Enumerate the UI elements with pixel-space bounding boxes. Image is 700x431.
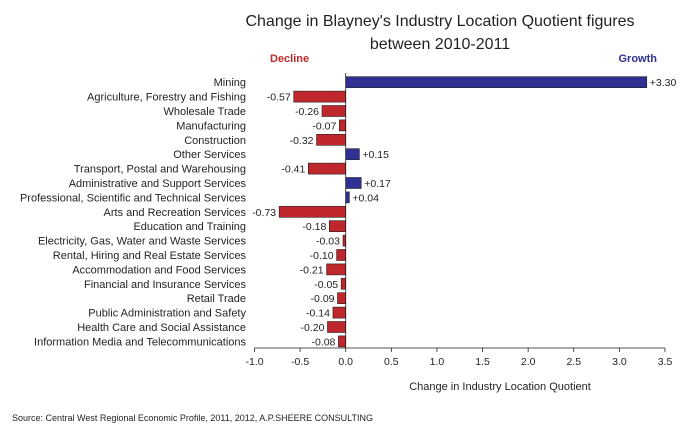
x-axis: -1.0 -0.5 0.0 0.5 1.0 1.5 2.0 2.5 3.0 3.5: [245, 347, 673, 368]
category-label-9: Arts and Recreation Services: [104, 207, 247, 219]
value-label-13: -0.21: [300, 264, 324, 276]
value-label-15: -0.09: [311, 293, 335, 305]
category-label-0: Mining: [214, 77, 246, 89]
value-label-4: -0.32: [290, 135, 314, 147]
category-label-7: Administrative and Support Services: [69, 178, 247, 190]
bar-3: [339, 119, 347, 132]
bar-8: [345, 191, 350, 204]
category-label-1: Agriculture, Forestry and Fishing: [87, 92, 246, 104]
value-label-8: +0.04: [352, 192, 379, 204]
x-tick-label-9: 3.5: [658, 356, 673, 368]
source-note: Source: Central West Regional Economic P…: [12, 413, 373, 423]
category-label-13: Accommodation and Food Services: [72, 264, 246, 276]
legend-decline: Decline: [270, 53, 309, 65]
category-label-12: Rental, Hiring and Real Estate Services: [53, 250, 247, 262]
value-label-12: -0.10: [310, 250, 334, 262]
chart-subtitle: between 2010-2011: [370, 36, 510, 53]
bar-6: [308, 162, 347, 175]
bar-1: [293, 90, 347, 103]
x-tick-label-7: 2.5: [566, 356, 581, 368]
category-label-18: Information Media and Telecommunications: [34, 336, 246, 348]
bar-7: [345, 177, 362, 189]
legend-growth: Growth: [619, 53, 658, 65]
x-axis-label: Change in Industry Location Quotient: [409, 381, 591, 393]
bar-15: [337, 292, 347, 305]
x-tick-label-5: 1.5: [475, 356, 490, 368]
category-label-6: Transport, Postal and Warehousing: [74, 164, 246, 176]
value-label-5: +0.15: [362, 149, 389, 161]
category-label-15: Retail Trade: [187, 293, 246, 305]
value-label-6: -0.41: [281, 164, 305, 176]
x-tick-label-1: -0.5: [291, 356, 309, 368]
x-tick-label-8: 3.0: [612, 356, 627, 368]
bar-16: [332, 306, 347, 319]
bar-0: [345, 76, 648, 88]
category-label-14: Financial and Insurance Services: [84, 279, 247, 291]
category-label-10: Education and Training: [133, 221, 246, 233]
x-tick-label-6: 2.0: [521, 356, 536, 368]
category-label-8: Professional, Scientific and Technical S…: [20, 192, 247, 204]
category-label-2: Wholesale Trade: [163, 106, 246, 118]
x-tick-label-2: 0.0: [338, 356, 353, 368]
value-label-3: -0.07: [312, 120, 336, 132]
value-label-9: -0.73: [252, 207, 276, 219]
bar-13: [326, 263, 347, 276]
value-label-18: -0.08: [311, 336, 335, 348]
value-label-1: -0.57: [267, 92, 291, 104]
bar-4: [316, 134, 347, 146]
value-label-11: -0.03: [316, 236, 340, 248]
value-label-0: +3.30: [650, 77, 677, 89]
x-tick-label-0: -1.0: [245, 356, 263, 368]
category-label-5: Other Services: [173, 149, 246, 161]
bar-14: [340, 277, 347, 290]
value-label-10: -0.18: [302, 221, 326, 233]
category-label-16: Public Administration and Safety: [88, 308, 246, 320]
x-tick-label-3: 0.5: [384, 356, 399, 368]
value-label-17: -0.20: [301, 322, 325, 334]
chart-title: Change in Blayney's Industry Location Qu…: [245, 13, 634, 30]
value-label-7: +0.17: [364, 178, 391, 190]
category-label-4: Construction: [184, 135, 246, 147]
category-label-11: Electricity, Gas, Water and Waste Servic…: [38, 236, 247, 248]
bar-11: [342, 234, 347, 247]
value-label-14: -0.05: [314, 279, 338, 291]
bar-18: [338, 335, 347, 348]
bar-10: [328, 220, 347, 232]
bar-9: [278, 206, 347, 218]
category-label-3: Manufacturing: [176, 120, 246, 132]
value-label-2: -0.26: [295, 106, 319, 118]
bars-group: Mining +3.30 Agriculture, Forestry and Fis…: [20, 73, 677, 348]
bar-12: [336, 249, 347, 261]
bar-17: [327, 321, 347, 333]
x-tick-label-4: 1.0: [430, 356, 445, 368]
bar-2: [321, 105, 347, 117]
category-label-17: Health Care and Social Assistance: [77, 322, 246, 334]
bar-5: [345, 148, 360, 160]
value-label-16: -0.14: [306, 308, 330, 320]
